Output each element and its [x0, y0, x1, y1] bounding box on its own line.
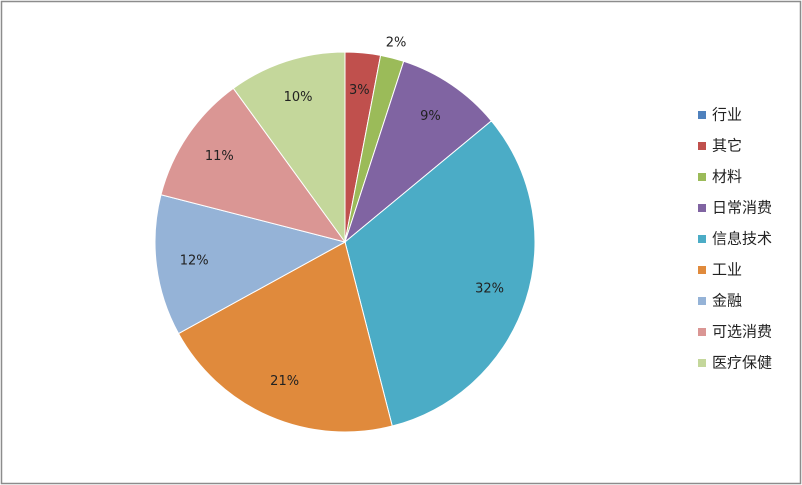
data-label: 3% — [349, 83, 370, 98]
pie-slice — [344, 120, 536, 427]
pie-slice — [154, 194, 347, 335]
legend-label: 日常消费 — [712, 199, 772, 217]
legend-label: 可选消费 — [712, 323, 772, 341]
legend-swatch — [698, 142, 706, 150]
legend-label: 医疗保健 — [712, 354, 772, 372]
pie-slice — [232, 51, 346, 244]
pie-slice — [177, 241, 393, 433]
data-label: 11% — [205, 149, 234, 164]
pie-slice — [160, 87, 347, 243]
data-label: 2% — [386, 36, 407, 51]
legend-label: 其它 — [712, 137, 742, 155]
legend-swatch — [698, 111, 706, 119]
data-label: 10% — [284, 90, 313, 105]
legend-label: 工业 — [712, 261, 742, 279]
data-label: 9% — [420, 109, 441, 124]
data-label: 32% — [475, 281, 504, 296]
pie-slice — [343, 60, 493, 244]
legend-swatch — [698, 359, 706, 367]
legend-swatch — [698, 328, 706, 336]
legend-swatch — [698, 266, 706, 274]
legend-label: 材料 — [712, 168, 742, 186]
legend-label: 信息技术 — [712, 230, 772, 248]
data-label: 12% — [180, 254, 209, 269]
legend-swatch — [698, 235, 706, 243]
legend-label: 金融 — [712, 292, 742, 310]
legend-swatch — [698, 297, 706, 305]
legend-swatch — [698, 173, 706, 181]
legend-swatch — [698, 204, 706, 212]
legend-label: 行业 — [712, 106, 742, 124]
data-label: 21% — [270, 374, 299, 389]
